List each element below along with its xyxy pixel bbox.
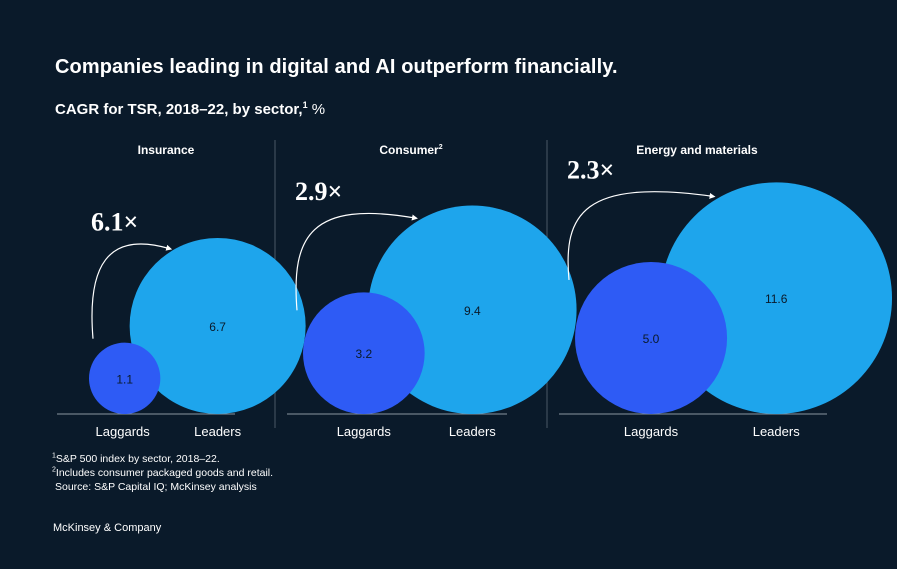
chart-title: Companies leading in digital and AI outp… bbox=[55, 56, 618, 78]
panel-1: Insurance 1.1 6.7 Laggards Leaders 6.1× bbox=[57, 143, 306, 439]
leaders-value-1: 6.7 bbox=[209, 320, 226, 334]
laggards-value-3: 5.0 bbox=[643, 332, 660, 346]
growth-arrow-3 bbox=[567, 191, 716, 281]
laggards-bubble-1 bbox=[89, 342, 161, 414]
panel-3: Energy and materials 5.0 11.6 Laggards Leade… bbox=[559, 143, 893, 439]
laggards-label-2: Laggards bbox=[337, 424, 392, 439]
leaders-label-3: Leaders bbox=[753, 424, 800, 439]
leaders-label-2: Leaders bbox=[449, 424, 496, 439]
source-note: Source: S&P Capital IQ; McKinsey analysi… bbox=[55, 481, 257, 493]
multiplier-label-2: 2.9× bbox=[295, 177, 342, 206]
laggards-label-3: Laggards bbox=[624, 424, 679, 439]
leaders-label-1: Leaders bbox=[194, 424, 241, 439]
brand-logo-text: McKinsey & Company bbox=[53, 522, 162, 534]
panel-2: Consumer2 3.2 9.4 Laggards Leaders 2.9× bbox=[287, 143, 577, 439]
laggards-bubble-2 bbox=[303, 292, 425, 414]
subtitle-unit: % bbox=[311, 101, 326, 118]
chart-subtitle: CAGR for TSR, 2018–22, by sector,1 % bbox=[55, 100, 326, 119]
growth-arrow-1 bbox=[91, 243, 173, 339]
multiplier-label-3: 2.3× bbox=[567, 155, 614, 184]
footnote-2-marker: 2 bbox=[52, 466, 56, 474]
panel-1-header: Insurance bbox=[138, 143, 195, 157]
footnotes: 1S&P 500 index by sector, 2018–22. 2Incl… bbox=[52, 452, 273, 494]
footnote-2-text: Includes consumer packaged goods and ret… bbox=[55, 467, 274, 479]
laggards-label-1: Laggards bbox=[96, 424, 151, 439]
multiplier-label-1: 6.1× bbox=[91, 208, 138, 237]
footnote-1: 1S&P 500 index by sector, 2018–22. bbox=[52, 452, 273, 466]
panel-2-header: Consumer2 bbox=[379, 143, 442, 157]
laggards-bubble-3 bbox=[575, 261, 728, 414]
laggards-value-2: 3.2 bbox=[355, 347, 372, 361]
footnote-2: 2Includes consumer packaged goods and re… bbox=[52, 466, 273, 480]
leaders-value-2: 9.4 bbox=[464, 304, 481, 318]
panel-2-header-footnote: 2 bbox=[439, 144, 443, 151]
subtitle-text: CAGR for TSR, 2018–22, by sector, bbox=[55, 101, 303, 118]
laggards-value-1: 1.1 bbox=[116, 372, 133, 386]
leaders-value-3: 11.6 bbox=[765, 292, 788, 306]
footnote-1-text: S&P 500 index by sector, 2018–22. bbox=[55, 453, 220, 465]
growth-arrow-2 bbox=[295, 212, 418, 311]
panel-3-header: Energy and materials bbox=[636, 143, 758, 157]
footnote-1-marker: 1 bbox=[52, 452, 56, 460]
leaders-bubble-1 bbox=[129, 237, 306, 414]
subtitle-footnote-marker: 1 bbox=[302, 100, 308, 110]
